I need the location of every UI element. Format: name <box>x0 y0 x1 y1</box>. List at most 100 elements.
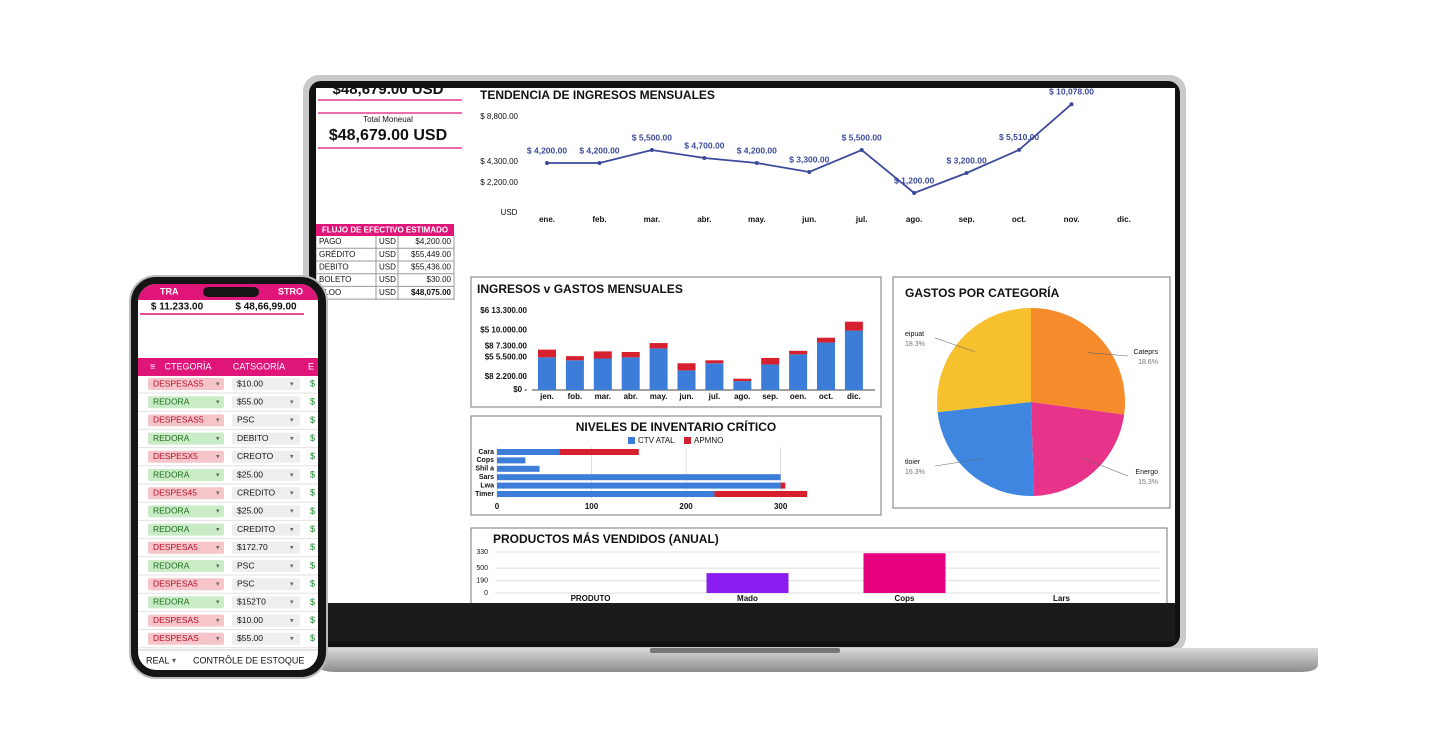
category-cell[interactable]: REDORA <box>153 506 190 516</box>
column-header[interactable]: E <box>308 361 314 371</box>
bar <box>863 553 946 593</box>
table-cell: USD <box>379 250 396 259</box>
y-tick-label: $5 10.000.00 <box>480 326 527 335</box>
category-chip <box>148 450 224 463</box>
value-cell[interactable]: PSC <box>237 560 254 570</box>
value-cell[interactable]: $10.00 <box>237 615 263 625</box>
amount-cell: $ <box>310 615 315 625</box>
category-cell[interactable]: REDORA <box>153 469 190 479</box>
bar-segment <box>677 363 696 371</box>
value-cell[interactable]: DEBITO <box>237 433 269 443</box>
sheet-tab[interactable]: CONTRÔLE DE ESTOQUE <box>193 655 304 665</box>
bar-segment <box>497 491 715 497</box>
column-header[interactable]: CTEGORÍA <box>164 361 211 371</box>
category-cell[interactable]: REDORA <box>153 597 190 607</box>
value-cell[interactable]: $152T0 <box>237 597 266 607</box>
slice-value: 18.6% <box>1138 359 1158 366</box>
value-label: $ 10,078.00 <box>1049 86 1094 96</box>
sheet-tab[interactable]: REAL <box>146 655 170 665</box>
bar-segment <box>565 360 584 390</box>
dropdown-arrow: ▾ <box>216 472 220 479</box>
dashboard: $48,679.00 USD Total Moneual $48,679.00 … <box>316 86 1171 603</box>
bar-segment <box>780 482 786 489</box>
dropdown-arrow: ▾ <box>216 508 220 515</box>
chart-title: TENDENCIA DE INGRESOS MENSUALES <box>480 88 715 102</box>
x-tick-label: abr. <box>624 392 638 401</box>
table-cell: $48,075.00 <box>411 288 452 297</box>
x-tick-label: feb. <box>592 215 606 224</box>
panel <box>892 276 1171 509</box>
y-tick-label: Cara <box>478 449 494 456</box>
bar-segment <box>497 449 560 455</box>
x-tick-label: ago. <box>734 392 750 401</box>
slice-value: 16.3% <box>905 469 925 476</box>
category-cell[interactable]: DESPESA5 <box>153 578 198 588</box>
y-tick-label: $8 2.200.00 <box>485 372 528 381</box>
category-chip <box>148 560 224 572</box>
panel <box>470 527 1168 603</box>
bar-segment <box>844 321 863 331</box>
value-cell[interactable]: $25.00 <box>237 469 263 479</box>
y-tick-label: 0 <box>484 590 488 597</box>
category-chip <box>148 614 224 627</box>
bar-segment <box>497 482 781 489</box>
value-cell[interactable]: $10.00 <box>237 378 263 388</box>
chart-title: INGRESOS v GASTOS MENSUALES <box>477 282 683 296</box>
panel <box>470 415 882 516</box>
bar-segment <box>593 351 612 359</box>
point <box>859 148 864 152</box>
point <box>649 148 654 152</box>
slice-label: Energo <box>1135 469 1158 476</box>
x-tick-label: abr. <box>697 215 711 224</box>
value-cell[interactable]: $55.00 <box>237 633 263 643</box>
dropdown-arrow: ▾ <box>216 545 220 552</box>
dropdown-arrow: ▾ <box>290 454 294 461</box>
value-cell[interactable]: $25.00 <box>237 506 263 516</box>
dropdown-arrow: ▾ <box>290 472 294 479</box>
value-cell[interactable]: CREDITO <box>237 487 275 497</box>
x-tick-label: Cops <box>895 594 916 603</box>
category-chip <box>148 469 224 481</box>
dropdown-arrow: ▾ <box>216 636 220 643</box>
value-cell[interactable]: $55.00 <box>237 396 263 406</box>
value-label: $ 5,500.00 <box>842 132 882 142</box>
value-cell[interactable]: $172.70 <box>237 542 268 552</box>
value-cell[interactable]: CREDITO <box>237 524 275 534</box>
bar-segment <box>559 449 639 455</box>
value-cell[interactable]: CREOTO <box>237 451 274 461</box>
category-cell[interactable]: DESPESAS5 <box>153 378 204 388</box>
amount-cell: $ <box>310 524 315 534</box>
category-cell[interactable]: REDORA <box>153 560 190 570</box>
dropdown-arrow: ▾ <box>216 399 220 406</box>
category-chip <box>148 578 224 591</box>
point <box>545 161 549 165</box>
dropdown-arrow: ▾ <box>290 399 294 406</box>
category-cell[interactable]: DESPESX5 <box>153 451 198 461</box>
amount-cell: $ <box>310 633 315 643</box>
category-cell[interactable]: REDORA <box>153 396 190 406</box>
category-cell[interactable]: DESPES45 <box>153 487 197 497</box>
category-cell[interactable]: DESPESAS <box>153 615 199 625</box>
point <box>1069 102 1074 107</box>
bar-segment <box>538 357 556 390</box>
x-tick-label: mar. <box>644 215 660 224</box>
dropdown-arrow: ▾ <box>216 599 220 606</box>
y-tick-label: Shil a <box>475 466 494 473</box>
category-cell[interactable]: DESPESA5 <box>153 542 198 552</box>
category-chip <box>148 487 224 500</box>
dropdown-arrow: ▾ <box>216 563 220 570</box>
category-cell[interactable]: REDORA <box>153 433 190 443</box>
value-cell[interactable]: PSC <box>237 415 254 425</box>
bar-segment <box>649 348 668 390</box>
category-chip <box>148 396 224 409</box>
value-cell[interactable]: PSC <box>237 578 254 588</box>
slice-value: 18.3% <box>905 341 925 348</box>
bar-segment <box>497 474 781 481</box>
column-header[interactable]: CATSGORÍA <box>233 361 285 371</box>
category-cell[interactable]: REDORA <box>153 524 190 534</box>
category-cell[interactable]: DESPESAS <box>153 633 199 643</box>
amount-cell: $ <box>310 560 315 570</box>
bar-segment <box>705 360 724 364</box>
category-cell[interactable]: DESPESAS5 <box>153 415 204 425</box>
